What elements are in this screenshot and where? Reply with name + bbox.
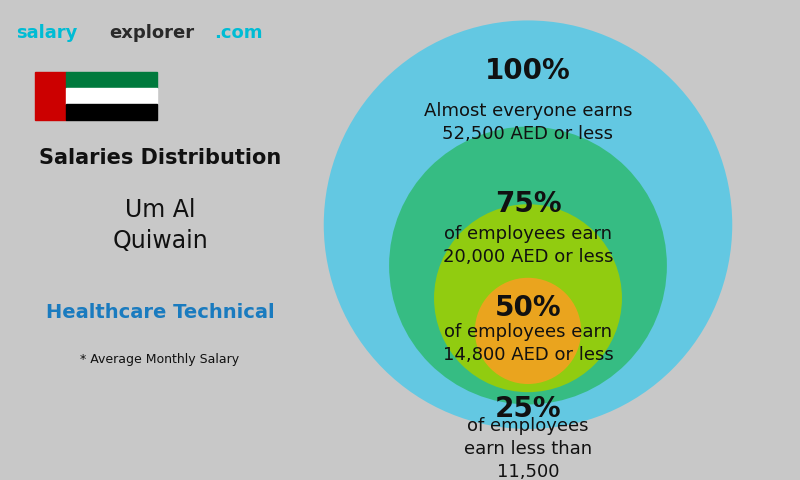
Text: explorer: explorer: [109, 24, 194, 42]
Bar: [66, 104, 157, 120]
Bar: [35, 72, 66, 120]
Text: Um Al
Quiwain: Um Al Quiwain: [112, 198, 208, 253]
Text: 50%: 50%: [494, 294, 562, 323]
Text: Almost everyone earns
52,500 AED or less: Almost everyone earns 52,500 AED or less: [424, 102, 632, 143]
Text: of employees earn
14,800 AED or less: of employees earn 14,800 AED or less: [442, 323, 614, 363]
Text: of employees earn
20,000 AED or less: of employees earn 20,000 AED or less: [442, 225, 614, 265]
Text: 25%: 25%: [494, 395, 562, 422]
Text: .com: .com: [214, 24, 263, 42]
Text: 100%: 100%: [485, 58, 571, 85]
Circle shape: [324, 21, 732, 429]
Text: 75%: 75%: [494, 190, 562, 218]
Text: salary: salary: [16, 24, 78, 42]
Circle shape: [389, 127, 667, 405]
Circle shape: [434, 204, 622, 392]
Text: Healthcare Technical: Healthcare Technical: [46, 302, 274, 322]
Text: * Average Monthly Salary: * Average Monthly Salary: [81, 353, 239, 367]
Text: of employees
earn less than
11,500: of employees earn less than 11,500: [464, 418, 592, 480]
Bar: [66, 72, 157, 88]
Bar: [66, 88, 157, 104]
Text: Salaries Distribution: Salaries Distribution: [39, 148, 281, 168]
Circle shape: [475, 278, 581, 384]
